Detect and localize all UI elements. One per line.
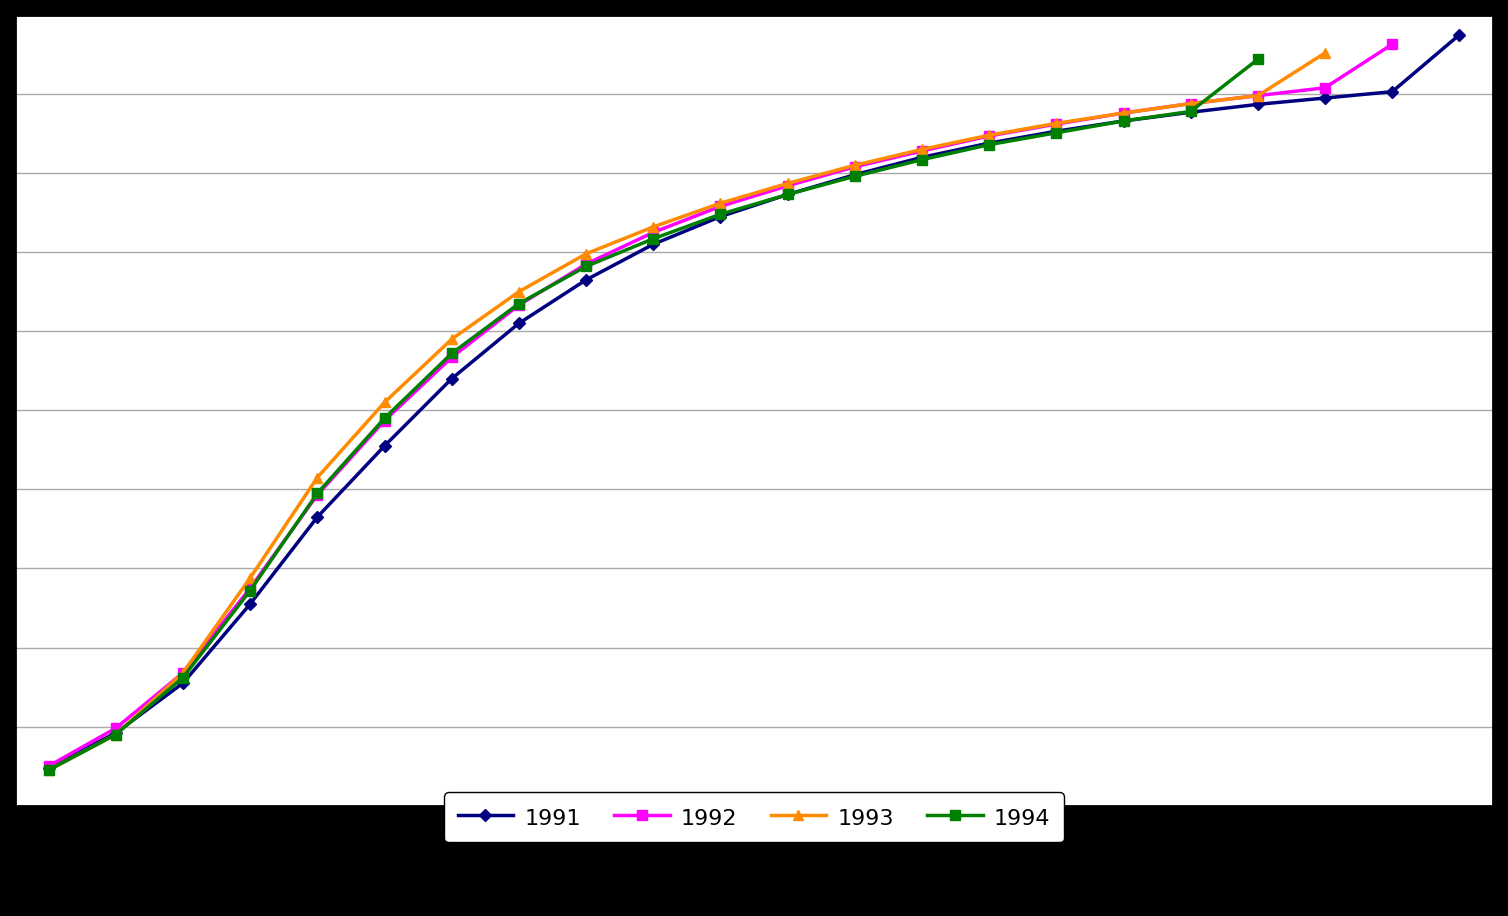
- 1992: [308, 489, 326, 500]
- 1992: [443, 352, 461, 363]
- 1991: [980, 137, 998, 148]
- 1994: [173, 672, 192, 683]
- 1992: [644, 227, 662, 238]
- 1993: [846, 159, 864, 170]
- 1992: [778, 180, 796, 191]
- 1991: [1451, 29, 1469, 40]
- 1992: [846, 161, 864, 172]
- Line: 1993: 1993: [44, 49, 1330, 775]
- Line: 1991: 1991: [44, 30, 1464, 772]
- 1991: [1249, 99, 1267, 110]
- 1993: [778, 178, 796, 189]
- 1991: [778, 189, 796, 200]
- 1992: [241, 583, 259, 594]
- 1993: [1316, 48, 1335, 59]
- 1991: [846, 169, 864, 180]
- 1992: [578, 258, 596, 269]
- 1994: [375, 413, 394, 424]
- 1994: [510, 298, 528, 309]
- 1993: [980, 130, 998, 141]
- Line: 1994: 1994: [44, 54, 1262, 775]
- 1992: [510, 300, 528, 311]
- 1992: [375, 415, 394, 426]
- 1993: [578, 248, 596, 259]
- 1994: [980, 139, 998, 150]
- 1991: [644, 239, 662, 250]
- 1992: [1047, 118, 1065, 129]
- 1993: [644, 222, 662, 233]
- 1992: [107, 723, 125, 734]
- 1992: [1249, 90, 1267, 101]
- 1993: [107, 729, 125, 740]
- 1991: [1114, 115, 1133, 126]
- 1993: [443, 333, 461, 344]
- 1991: [1316, 93, 1335, 104]
- 1992: [1182, 98, 1200, 109]
- 1994: [846, 170, 864, 181]
- 1991: [1047, 125, 1065, 136]
- 1993: [1249, 90, 1267, 101]
- 1992: [712, 201, 730, 212]
- 1993: [241, 572, 259, 583]
- 1994: [107, 729, 125, 740]
- 1991: [1182, 107, 1200, 118]
- 1994: [308, 488, 326, 499]
- Line: 1992: 1992: [44, 39, 1396, 771]
- 1991: [107, 727, 125, 738]
- 1994: [1114, 115, 1133, 126]
- 1991: [578, 275, 596, 286]
- 1991: [712, 211, 730, 222]
- 1991: [510, 318, 528, 329]
- 1993: [39, 765, 57, 776]
- 1994: [1249, 54, 1267, 65]
- 1993: [1182, 98, 1200, 109]
- Legend: 1991, 1992, 1993, 1994: 1991, 1992, 1993, 1994: [445, 792, 1063, 842]
- 1993: [308, 472, 326, 483]
- 1993: [712, 198, 730, 209]
- 1991: [241, 598, 259, 609]
- 1993: [1047, 118, 1065, 129]
- 1992: [1316, 82, 1335, 93]
- 1991: [39, 762, 57, 773]
- 1992: [912, 146, 930, 157]
- 1994: [912, 154, 930, 165]
- 1994: [241, 585, 259, 596]
- 1991: [375, 441, 394, 452]
- 1991: [173, 678, 192, 689]
- 1992: [980, 130, 998, 141]
- 1994: [443, 348, 461, 359]
- 1991: [912, 152, 930, 163]
- 1994: [1182, 106, 1200, 117]
- 1994: [644, 234, 662, 245]
- 1994: [578, 261, 596, 272]
- 1991: [443, 373, 461, 384]
- 1994: [1047, 127, 1065, 138]
- 1993: [510, 286, 528, 297]
- 1992: [1383, 38, 1401, 49]
- 1993: [173, 668, 192, 679]
- 1993: [912, 144, 930, 155]
- 1993: [1114, 107, 1133, 118]
- 1992: [39, 760, 57, 771]
- 1994: [778, 189, 796, 200]
- 1991: [308, 511, 326, 522]
- 1992: [1114, 107, 1133, 118]
- 1991: [1383, 86, 1401, 97]
- 1993: [375, 397, 394, 408]
- 1994: [39, 765, 57, 776]
- 1994: [712, 209, 730, 220]
- 1992: [173, 668, 192, 679]
